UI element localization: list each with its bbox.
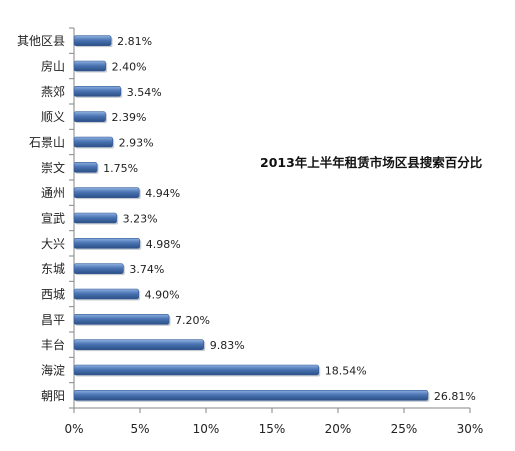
bar	[73, 339, 205, 350]
data-label: 2.81%	[117, 35, 152, 48]
x-tick-label: 15%	[259, 422, 286, 436]
data-label: 2.40%	[112, 61, 147, 74]
data-label: 3.23%	[123, 213, 158, 226]
y-tick-label: 西城	[41, 288, 65, 302]
data-label: 4.94%	[145, 187, 180, 200]
bar	[73, 288, 139, 300]
data-label: 3.74%	[129, 263, 164, 276]
x-tick-label: 0%	[64, 422, 83, 436]
data-label: 18.54%	[325, 365, 367, 378]
y-tick-label: 石景山	[29, 136, 65, 150]
data-label: 2.39%	[112, 111, 147, 124]
bar	[73, 364, 320, 376]
data-label: 7.20%	[175, 314, 210, 327]
data-label: 26.81%	[434, 390, 476, 403]
y-tick-label: 海淀	[41, 363, 65, 378]
x-tick-label: 25%	[391, 422, 418, 436]
data-label: 9.83%	[210, 339, 245, 352]
bar	[73, 86, 122, 97]
y-tick-label: 朝阳	[41, 389, 65, 403]
data-label: 2.93%	[119, 137, 154, 150]
bar	[73, 263, 124, 274]
y-tick-label: 通州	[41, 186, 65, 200]
y-tick-label: 昌平	[41, 313, 65, 327]
y-tick-label: 丰台	[41, 337, 65, 352]
bar	[73, 162, 98, 173]
bar	[73, 314, 170, 325]
chart-title: 2013年上半年租赁市场区县搜索百分比	[260, 155, 483, 170]
y-tick-label: 其他区县	[17, 34, 65, 48]
y-tick-label: 崇文	[41, 160, 65, 175]
bar	[73, 60, 106, 72]
bar	[73, 35, 112, 46]
data-label: 3.54%	[127, 86, 162, 99]
y-tick-label: 燕郊	[41, 85, 65, 99]
x-tick-label: 10%	[193, 422, 220, 436]
bar	[73, 212, 117, 224]
y-tick-label: 宣武	[41, 211, 65, 226]
bar	[73, 187, 140, 198]
x-tick-label: 20%	[325, 422, 352, 436]
data-label: 4.90%	[145, 289, 180, 302]
y-tick-label: 东城	[41, 262, 65, 276]
bar	[73, 136, 113, 148]
y-tick-label: 大兴	[41, 237, 65, 251]
data-label: 1.75%	[103, 162, 138, 175]
x-tick-label: 5%	[130, 422, 149, 436]
data-label: 4.98%	[146, 238, 181, 251]
bar	[73, 390, 429, 401]
x-tick-label: 30%	[457, 422, 484, 436]
bar	[73, 238, 141, 249]
y-tick-label: 顺义	[41, 110, 65, 124]
y-tick-label: 房山	[41, 59, 65, 74]
bar	[73, 111, 106, 122]
